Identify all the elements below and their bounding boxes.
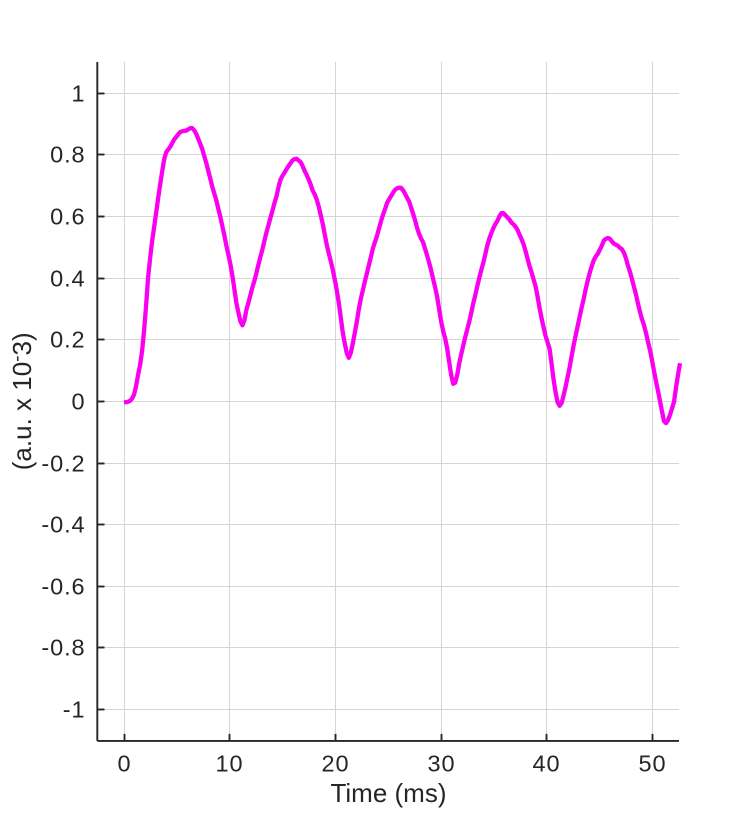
- svg-text:0.2: 0.2: [50, 327, 85, 353]
- svg-text:-1: -1: [63, 697, 86, 723]
- svg-text:0.8: 0.8: [50, 142, 85, 168]
- svg-text:-0.2: -0.2: [41, 451, 85, 477]
- svg-text:Time (ms): Time (ms): [330, 778, 446, 808]
- svg-text:-0.6: -0.6: [41, 574, 85, 600]
- svg-text:40: 40: [533, 751, 561, 777]
- svg-text:-0.4: -0.4: [41, 512, 85, 538]
- svg-text:-0.8: -0.8: [41, 635, 85, 661]
- svg-text:10: 10: [216, 751, 244, 777]
- svg-text:0: 0: [118, 751, 132, 777]
- svg-text:50: 50: [639, 751, 667, 777]
- svg-text:1: 1: [72, 81, 86, 107]
- svg-text:(a.u. x 10-3): (a.u. x 10-3): [7, 332, 37, 470]
- svg-text:20: 20: [322, 751, 350, 777]
- svg-text:0.4: 0.4: [50, 266, 85, 292]
- svg-text:0.6: 0.6: [50, 204, 85, 230]
- svg-text:30: 30: [428, 751, 456, 777]
- svg-text:0: 0: [72, 389, 86, 415]
